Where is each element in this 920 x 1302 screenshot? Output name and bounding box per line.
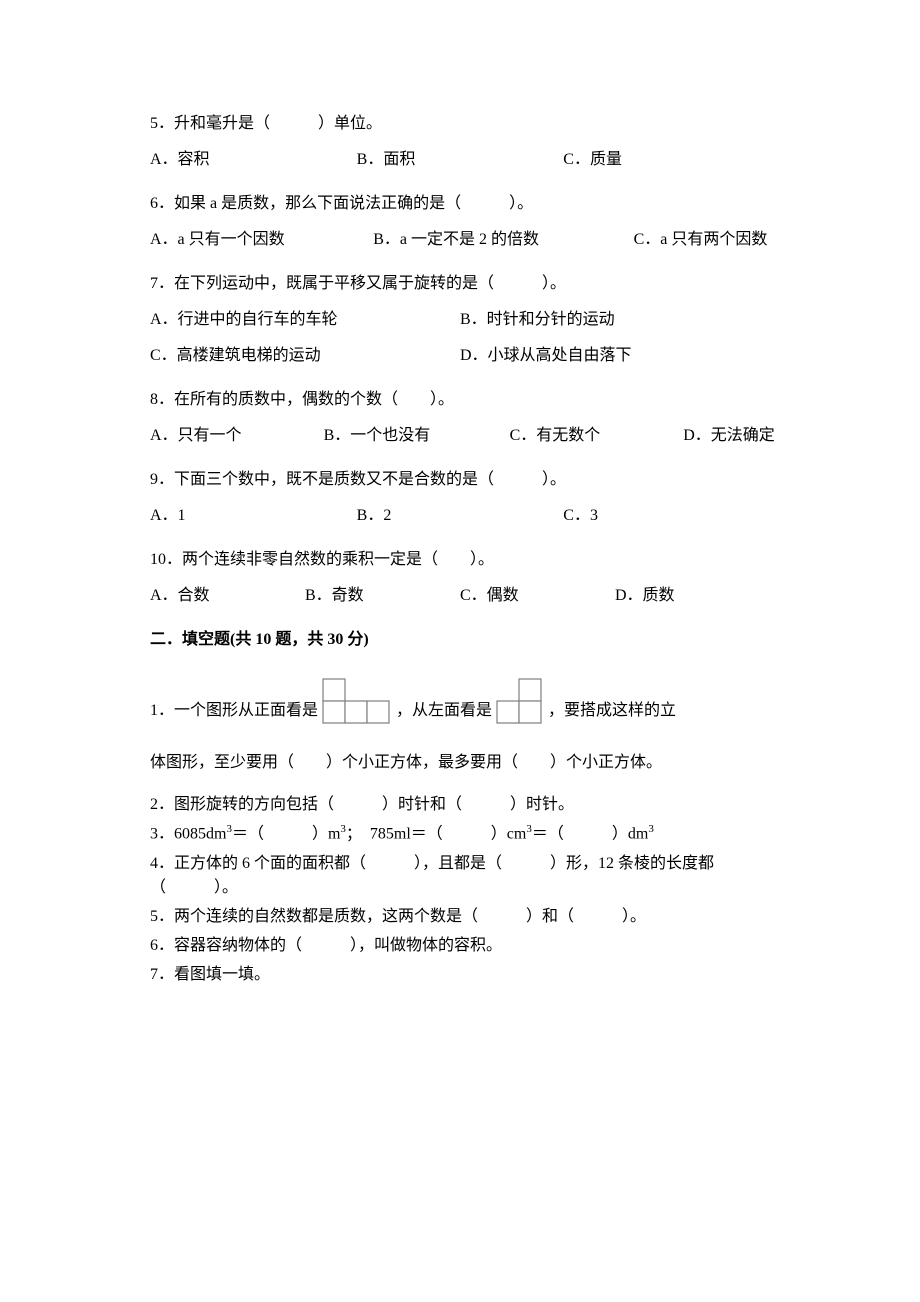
question-9: 9．下面三个数中，既不是质数又不是合数的是（ ）。 A．1 B．2 C．3: [150, 468, 770, 528]
qbody: 两个连续非零自然数的乘积一定是（ ）。: [182, 551, 494, 568]
option-c: C．质量: [563, 148, 770, 172]
option-c: C．a 只有两个因数: [634, 228, 770, 252]
option-c: C．高楼建筑电梯的运动: [150, 344, 460, 368]
option-c: C．3: [563, 504, 770, 528]
question-5: 5．升和毫升是（ ）单位。 A．容积 B．面积 C．质量: [150, 112, 770, 172]
question-10-text: 10．两个连续非零自然数的乘积一定是（ ）。: [150, 548, 770, 572]
option-c: C．偶数: [460, 584, 615, 608]
sec2-suffix: 分): [343, 631, 368, 648]
option-b: B．一个也没有: [324, 424, 510, 448]
qnum: 5: [150, 115, 158, 132]
question-8-options: A．只有一个 B．一个也没有 C．有无数个 D．无法确定: [150, 424, 770, 448]
option-d: D．质数: [615, 584, 770, 608]
question-9-options: A．1 B．2 C．3: [150, 504, 770, 528]
question-10: 10．两个连续非零自然数的乘积一定是（ ）。 A．合数 B．奇数 C．偶数 D．…: [150, 548, 770, 608]
fill-1-line2: 体图形，至少要用（ ）个小正方体，最多要用（ ）个小正方体。: [150, 751, 770, 775]
qnum: 8: [150, 391, 158, 408]
qnum: 10: [150, 551, 166, 568]
qbody: 升和毫升是（ ）单位。: [174, 115, 382, 132]
fill-6: 6．容器容纳物体的（ ），叫做物体的容积。: [150, 934, 770, 959]
sup-3: 3: [648, 823, 654, 835]
page: 5．升和毫升是（ ）单位。 A．容积 B．面积 C．质量 6．如果 a 是质数，…: [0, 0, 920, 1302]
option-b: B．2: [357, 504, 564, 528]
qbody: 下面三个数中，既不是质数又不是合数的是（ ）。: [174, 471, 566, 488]
question-10-options: A．合数 B．奇数 C．偶数 D．质数: [150, 584, 770, 608]
qbody: 如果 a 是质数，那么下面说法正确的是（ ）。: [174, 195, 533, 212]
fill-2: 2．图形旋转的方向包括（ ）时针和（ ）时针。: [150, 793, 770, 818]
question-7: 7．在下列运动中，既属于平移又属于旋转的是（ ）。 A．行进中的自行车的车轮 B…: [150, 272, 770, 368]
fill-3: 3．6085dm3＝（ ）m3； 785ml＝（ ）cm3＝（ ）dm3: [150, 821, 770, 847]
left-view-shape-icon: [496, 678, 544, 745]
qnum: 7: [150, 275, 158, 292]
fill-1d: 体图形，至少要用（ ）个小正方体，最多要用（ ）个小正方体。: [150, 754, 662, 771]
fill-1b: ，从左面看是: [396, 702, 492, 719]
option-a: A．合数: [150, 584, 305, 608]
option-b: B．时针和分针的运动: [460, 308, 770, 332]
fill-1a: 1．一个图形从正面看是: [150, 702, 318, 719]
front-view-shape-icon: [322, 678, 392, 745]
question-9-text: 9．下面三个数中，既不是质数又不是合数的是（ ）。: [150, 468, 770, 492]
option-a: A．只有一个: [150, 424, 324, 448]
question-8-text: 8．在所有的质数中，偶数的个数（ ）。: [150, 388, 770, 412]
question-6: 6．如果 a 是质数，那么下面说法正确的是（ ）。 A．a 只有一个因数 B．a…: [150, 192, 770, 252]
question-6-options: A．a 只有一个因数 B．a 一定不是 2 的倍数 C．a 只有两个因数: [150, 228, 770, 252]
option-a: A．a 只有一个因数: [150, 228, 373, 252]
question-5-options: A．容积 B．面积 C．质量: [150, 148, 770, 172]
sec2-count1: 10: [255, 631, 271, 648]
question-6-text: 6．如果 a 是质数，那么下面说法正确的是（ ）。: [150, 192, 770, 216]
fill-3a: 3．6085dm: [150, 826, 226, 843]
option-a: A．容积: [150, 148, 357, 172]
fill-7: 7．看图填一填。: [150, 963, 770, 988]
option-a: A．行进中的自行车的车轮: [150, 308, 460, 332]
option-c: C．有无数个: [510, 424, 684, 448]
sec2-prefix: 二．填空题(共: [150, 631, 255, 648]
sec2-count2: 30: [327, 631, 343, 648]
question-5-text: 5．升和毫升是（ ）单位。: [150, 112, 770, 136]
fill-3b: ＝（ ）m: [232, 826, 340, 843]
qbody: 在所有的质数中，偶数的个数（ ）。: [174, 391, 454, 408]
option-a: A．1: [150, 504, 357, 528]
question-7-text: 7．在下列运动中，既属于平移又属于旋转的是（ ）。: [150, 272, 770, 296]
fill-1: 1．一个图形从正面看是 ，从左面看是 ，要搭成这样的立: [150, 678, 770, 745]
fill-1c: ，要搭成这样的立: [548, 702, 676, 719]
qnum: 9: [150, 471, 158, 488]
question-8: 8．在所有的质数中，偶数的个数（ ）。 A．只有一个 B．一个也没有 C．有无数…: [150, 388, 770, 448]
option-d: D．小球从高处自由落下: [460, 344, 770, 368]
option-b: B．面积: [357, 148, 564, 172]
qbody: 在下列运动中，既属于平移又属于旋转的是（ ）。: [174, 275, 566, 292]
fill-3c: ； 785ml＝（ ）cm: [346, 826, 526, 843]
option-b: B．a 一定不是 2 的倍数: [373, 228, 633, 252]
option-d: D．无法确定: [683, 424, 770, 448]
sec2-mid: 题，共: [271, 631, 327, 648]
fill-4: 4．正方体的 6 个面的面积都（ ），且都是（ ）形，12 条棱的长度都（ ）。: [150, 852, 770, 902]
question-7-options: A．行进中的自行车的车轮 B．时针和分针的运动 C．高楼建筑电梯的运动 D．小球…: [150, 308, 770, 368]
fill-5: 5．两个连续的自然数都是质数，这两个数是（ ）和（ ）。: [150, 905, 770, 930]
section-2-title: 二．填空题(共 10 题，共 30 分): [150, 628, 770, 652]
qnum: 6: [150, 195, 158, 212]
option-b: B．奇数: [305, 584, 460, 608]
fill-3d: ＝（ ）dm: [532, 826, 648, 843]
